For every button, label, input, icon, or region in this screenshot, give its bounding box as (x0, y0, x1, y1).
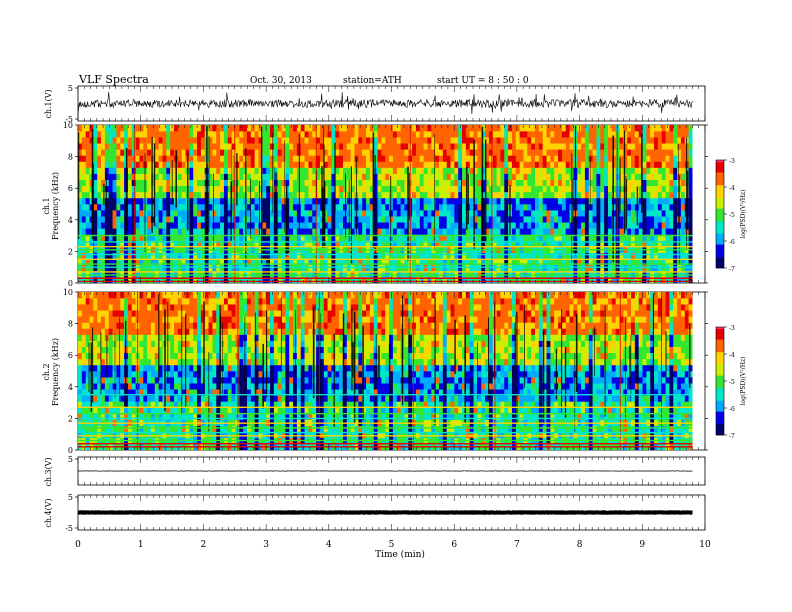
station-label: station=ATH (343, 76, 402, 86)
ch2-colorbar: -3 -4 -5 -6 -7 log(PSD)(V²/Hz) (715, 325, 747, 440)
colorbar-tick-label: -6 (729, 406, 735, 413)
y-tick-label: 5 (68, 493, 73, 502)
colorbar-tick-label: -4 (729, 185, 735, 192)
ch4-waveform-ylabel: ch.4(V) (44, 498, 53, 527)
y-tick-label: 8 (68, 320, 73, 329)
x-tick-label: 0 (75, 540, 81, 550)
ch3-waveform-ylabel: ch.3(V) (44, 457, 53, 486)
x-tick-label: 4 (326, 540, 332, 550)
y-tick-label: 0 (68, 279, 73, 288)
spectrogram-image (78, 292, 693, 450)
ch2-frequency-ylabel: Frequency (kHz) (51, 338, 60, 406)
x-tick-label: 3 (263, 540, 269, 550)
ch3-waveform-panel: 5 (68, 455, 706, 486)
y-tick-label: 2 (68, 414, 73, 423)
x-tick-label: 9 (639, 540, 645, 550)
x-tick-label: 2 (201, 540, 207, 550)
colorbar-tick-label: -3 (729, 325, 735, 332)
figure-title: VLF Spectra (78, 73, 149, 86)
colorbar-tick-label: -7 (729, 266, 735, 273)
colorbar-tick-label: -4 (729, 352, 735, 359)
start-time-label: start UT = 8 : 50 : 0 (437, 76, 529, 86)
y-tick-label: 4 (68, 383, 73, 392)
y-tick-label: 4 (68, 216, 73, 225)
colorbar-label: log(PSD)(V²/Hz) (740, 190, 747, 239)
x-tick-label: 5 (389, 540, 395, 550)
y-tick-label: 0 (68, 446, 73, 455)
y-tick-label: 6 (68, 351, 73, 360)
x-tick-label: 10 (699, 540, 711, 550)
ch2-channel-label: ch.2 (42, 363, 51, 380)
y-tick-label: 6 (68, 184, 73, 193)
x-tick-label: 8 (577, 540, 583, 550)
x-tick-label: 1 (138, 540, 144, 550)
colorbar-tick-label: -7 (729, 433, 735, 440)
colorbar-tick-label: -3 (729, 158, 735, 165)
y-tick-label: 8 (68, 153, 73, 162)
ch1-channel-label: ch.1 (42, 197, 51, 214)
ch1-spectrogram-panel: 0 2 4 6 8 10 (63, 121, 708, 288)
x-axis-label: Time (min) (375, 549, 425, 560)
waveform-trace (77, 91, 693, 115)
ch1-waveform-ylabel: ch.1(V) (44, 89, 53, 118)
y-tick-label: 10 (63, 288, 73, 297)
date-label: Oct. 30, 2013 (250, 76, 312, 86)
y-tick-label: -5 (65, 115, 73, 124)
ch2-spectrogram-panel: 0 2 4 6 8 10 (63, 288, 708, 455)
spectrogram-image (78, 125, 693, 283)
y-tick-label: 10 (63, 121, 73, 130)
y-tick-label: 2 (68, 247, 73, 256)
y-tick-label: -5 (65, 524, 73, 533)
colorbar-label: log(PSD)(V²/Hz) (740, 357, 747, 406)
y-tick-label: 5 (68, 455, 73, 464)
colorbar-tick-label: -6 (729, 239, 735, 246)
ch1-frequency-ylabel: Frequency (kHz) (51, 172, 60, 240)
x-tick-label: 6 (451, 540, 457, 550)
colorbar-tick-label: -5 (729, 212, 735, 219)
axis-ticks: 0 1 2 3 4 5 6 7 8 9 10 (75, 86, 711, 550)
ch1-colorbar: -3 -4 -5 -6 -7 log(PSD)(V²/Hz) (715, 158, 747, 273)
colorbar-tick-label: -5 (729, 379, 735, 386)
x-tick-label: 7 (514, 540, 520, 550)
y-tick-label: 5 (68, 84, 73, 93)
